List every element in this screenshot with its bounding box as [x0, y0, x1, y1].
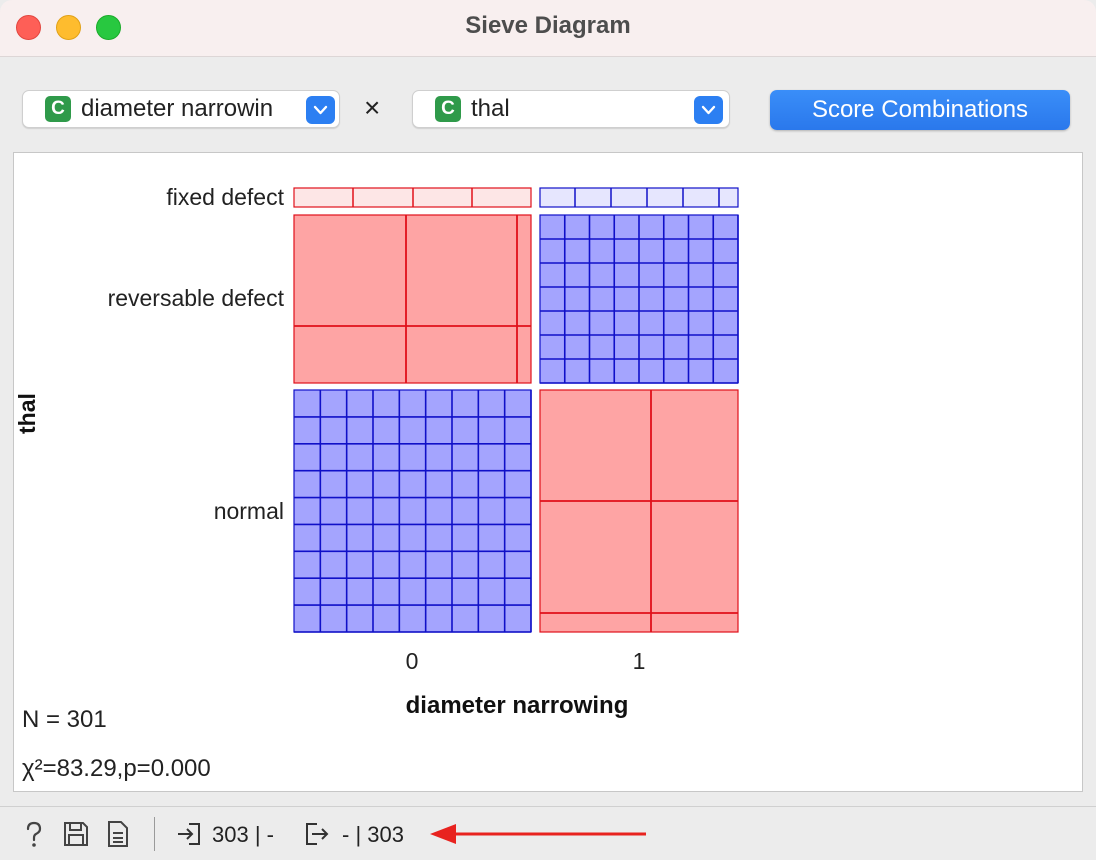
y-category-label: fixed defect [166, 184, 284, 210]
chevron-down-icon[interactable] [306, 96, 335, 124]
output-summary-text: - | 303 [342, 822, 404, 847]
y-attribute-combo[interactable]: C thal [412, 90, 730, 128]
y-axis-title: thal [14, 393, 40, 434]
minimize-window-button[interactable] [56, 15, 81, 40]
close-window-button[interactable] [16, 15, 41, 40]
help-icon[interactable] [22, 820, 46, 853]
output-icon [304, 821, 330, 852]
x-attribute-combo[interactable]: C diameter narrowin [22, 90, 340, 128]
status-bar: 303 | - - | 303 [0, 806, 1096, 860]
cell-reversable-defect-1 [539, 214, 739, 384]
status-divider [154, 817, 155, 851]
continuous-type-badge: C [45, 96, 71, 122]
cell-reversable-defect-0 [293, 214, 532, 384]
window-title: Sieve Diagram [465, 12, 631, 39]
y-category-label: reversable defect [107, 285, 284, 311]
chevron-down-icon[interactable] [694, 96, 723, 124]
zoom-window-button[interactable] [96, 15, 121, 40]
annotation-arrow-icon [428, 822, 648, 851]
x-axis-title: diameter narrowing [405, 692, 629, 719]
score-combinations-button[interactable]: Score Combinations [770, 90, 1070, 130]
input-summary-text: 303 | - [212, 822, 274, 847]
sieve-diagram [293, 187, 739, 633]
n-count-text: N = 301 [22, 706, 107, 733]
cell-fixed-defect-0 [293, 187, 532, 208]
y-category-label: normal [213, 498, 284, 524]
x-category-label: 1 [632, 648, 646, 674]
cell-normal-1 [539, 389, 739, 633]
chi-square-text: χ²=83.29,p=0.000 [22, 755, 211, 782]
report-icon[interactable] [106, 820, 130, 853]
x-category-label: 0 [405, 648, 419, 674]
save-icon[interactable] [62, 820, 90, 853]
continuous-type-badge: C [435, 96, 461, 122]
title-bar: Sieve Diagram [0, 0, 1096, 57]
y-attribute-value: thal [471, 95, 510, 122]
cell-normal-0 [293, 389, 532, 633]
input-icon [176, 821, 202, 852]
cell-fixed-defect-1 [539, 187, 739, 208]
x-attribute-value: diameter narrowin [81, 95, 274, 122]
cross-separator: × [364, 92, 381, 123]
